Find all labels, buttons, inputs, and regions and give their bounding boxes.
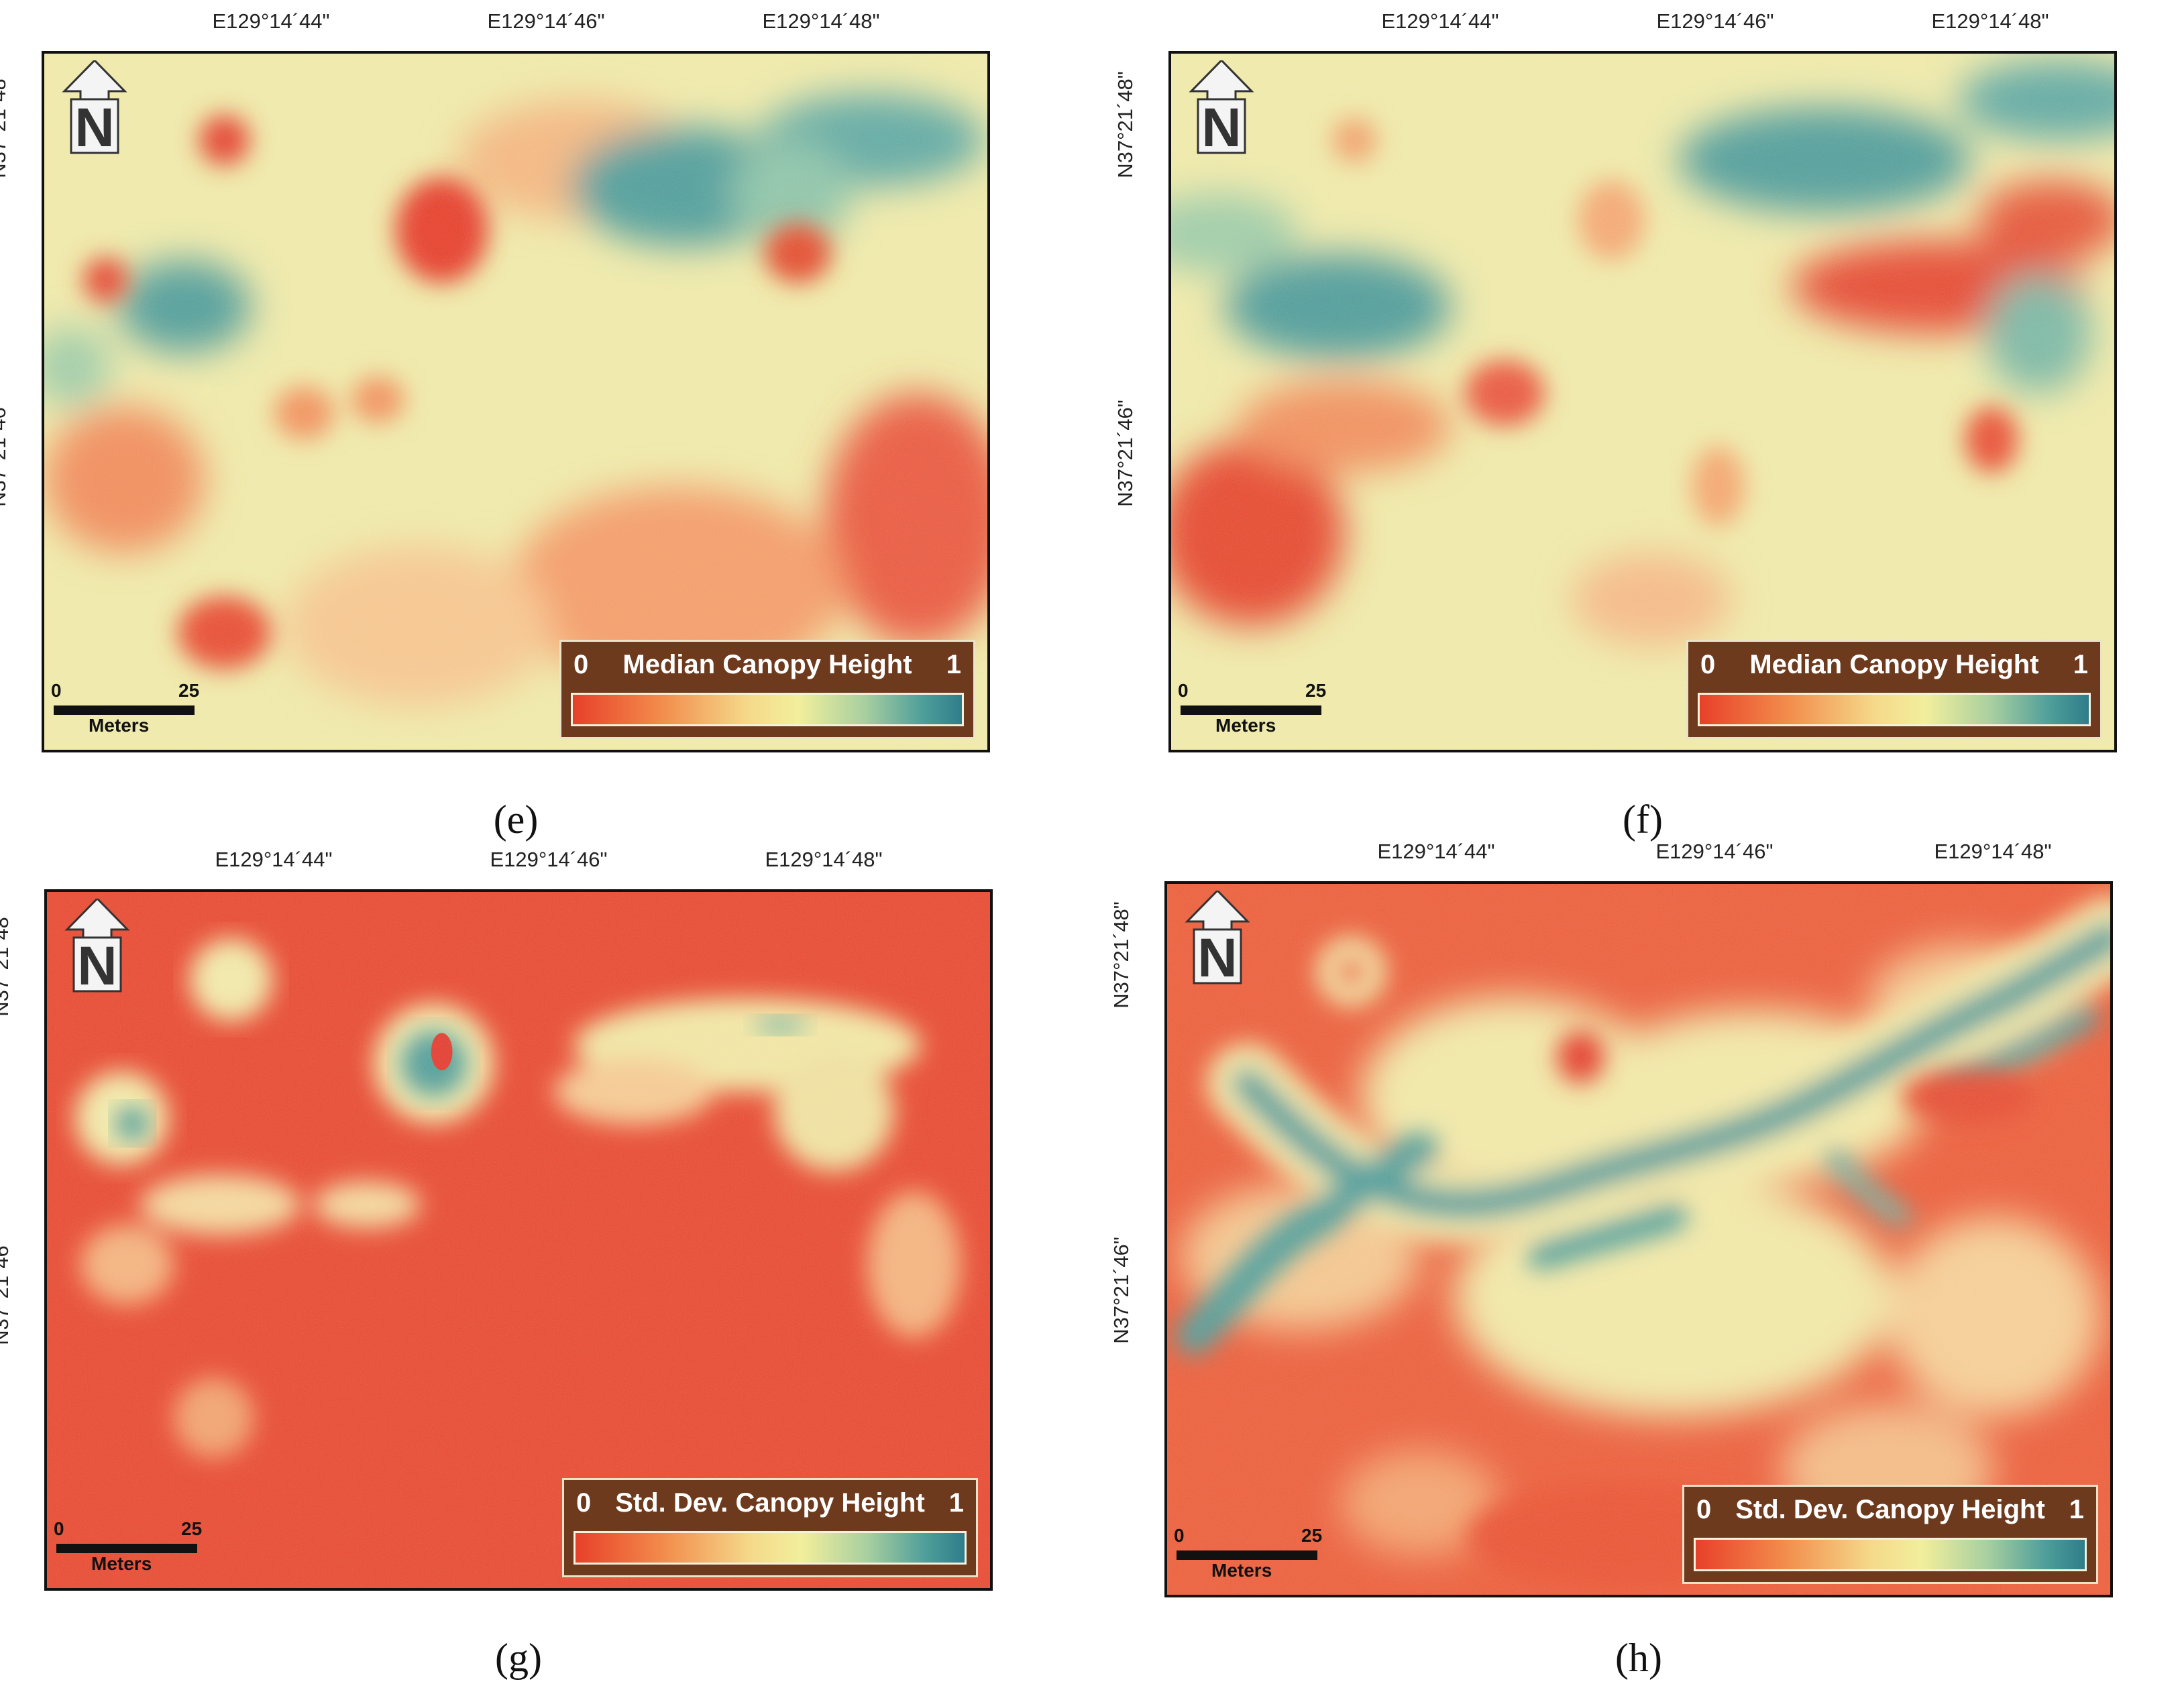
north-arrow-icon: N — [60, 899, 134, 994]
legend-title: Median Canopy Height — [1749, 650, 2039, 679]
latitude-label: N37°21´48" — [0, 71, 10, 178]
latitude-label: N37°21´48" — [1113, 71, 1137, 178]
scale-zero-label: 0 — [1174, 1525, 1185, 1546]
longitude-label: E129°14´48" — [765, 848, 883, 871]
legend-color-ramp — [574, 1531, 967, 1565]
map-panel-g: E129°14´44" E129°14´46" E129°14´48" N37°… — [0, 848, 1050, 1694]
scale-max-label: 25 — [181, 1518, 203, 1539]
panel-caption: (f) — [1623, 797, 1663, 842]
scale-bar: 0 25 Meters — [1174, 1525, 1335, 1585]
legend-min-label: 0 — [574, 650, 589, 679]
scale-bar: 0 25 Meters — [54, 1518, 215, 1579]
legend-min-label: 0 — [576, 1488, 592, 1518]
scale-zero-label: 0 — [51, 680, 62, 701]
panel-caption: (g) — [495, 1636, 542, 1680]
longitude-label: E129°14´44" — [1381, 9, 1499, 33]
svg-text:N: N — [1201, 97, 1241, 156]
scale-zero-label: 0 — [1178, 680, 1189, 701]
scale-bar: 0 25 Meters — [1178, 680, 1339, 740]
canopy-raster — [1171, 54, 2114, 750]
legend-max-label: 1 — [2069, 1495, 2084, 1524]
scale-bar-line — [1181, 705, 1321, 715]
canopy-raster — [47, 892, 990, 1588]
latitude-label: N37°21´48" — [1109, 901, 1133, 1009]
latitude-label: N37°21´46" — [1113, 400, 1137, 507]
scale-bar: 0 25 Meters — [51, 680, 212, 740]
north-arrow-icon: N — [58, 60, 131, 156]
canopy-raster — [44, 54, 987, 750]
scale-unit-label: Meters — [1215, 715, 1276, 736]
color-legend: 0 Std. Dev. Canopy Height 1 — [562, 1478, 978, 1577]
color-legend: 0 Std. Dev. Canopy Height 1 — [1682, 1485, 2098, 1584]
map-panel-f: E129°14´44" E129°14´46" E129°14´48" N37°… — [1113, 9, 2175, 856]
longitude-label: E129°14´44" — [212, 9, 330, 33]
scale-max-label: 25 — [1301, 1525, 1323, 1546]
longitude-label: E129°14´48" — [1934, 840, 2052, 863]
canopy-raster — [1167, 884, 2110, 1595]
longitude-label: E129°14´46" — [1655, 840, 1773, 863]
legend-min-label: 0 — [1696, 1495, 1712, 1524]
legend-color-ramp — [1694, 1538, 2087, 1571]
scale-bar-line — [56, 1544, 197, 1553]
longitude-label: E129°14´44" — [1377, 840, 1495, 863]
legend-title: Median Canopy Height — [622, 650, 912, 679]
panel-caption: (h) — [1615, 1636, 1662, 1680]
latitude-label: N37°21´46" — [0, 400, 10, 507]
longitude-label: E129°14´44" — [215, 848, 333, 871]
scale-bar-line — [1177, 1550, 1317, 1560]
legend-max-label: 1 — [946, 650, 961, 679]
raster-map: N 0 25 Meters 0 Median Canopy Height 1 — [1168, 51, 2117, 752]
legend-min-label: 0 — [1700, 650, 1716, 679]
latitude-label: N37°21´46" — [0, 1238, 13, 1345]
north-arrow-icon: N — [1181, 891, 1254, 986]
longitude-label: E129°14´48" — [762, 9, 880, 33]
scale-unit-label: Meters — [89, 715, 150, 736]
map-panel-e: E129°14´44" E129°14´46" E129°14´48" N37°… — [0, 9, 1048, 856]
longitude-label: E129°14´46" — [490, 848, 608, 871]
legend-title: Std. Dev. Canopy Height — [1735, 1495, 2045, 1524]
legend-title: Std. Dev. Canopy Height — [615, 1488, 925, 1518]
raster-map: N 0 25 Meters 0 Std. Dev. Canopy Height … — [44, 889, 993, 1591]
north-arrow-icon: N — [1185, 60, 1258, 156]
longitude-label: E129°14´46" — [487, 9, 605, 33]
raster-map: N 0 25 Meters 0 Std. Dev. Canopy Height … — [1164, 881, 2113, 1597]
map-panel-h: E129°14´44" E129°14´46" E129°14´48" N37°… — [1109, 840, 2171, 1686]
legend-max-label: 1 — [948, 1488, 964, 1518]
svg-text:N: N — [74, 97, 114, 156]
legend-max-label: 1 — [2073, 650, 2088, 679]
scale-unit-label: Meters — [1211, 1560, 1272, 1581]
latitude-label: N37°21´46" — [1109, 1237, 1133, 1344]
latitude-label: N37°21´48" — [0, 909, 13, 1017]
svg-text:N: N — [77, 936, 117, 994]
color-legend: 0 Median Canopy Height 1 — [559, 640, 975, 739]
scale-max-label: 25 — [178, 680, 200, 701]
scale-unit-label: Meters — [91, 1553, 152, 1574]
scale-bar-line — [54, 705, 195, 715]
longitude-label: E129°14´48" — [1931, 9, 2049, 33]
longitude-label: E129°14´46" — [1656, 9, 1774, 33]
panel-caption: (e) — [493, 797, 539, 842]
color-legend: 0 Median Canopy Height 1 — [1686, 640, 2102, 739]
svg-text:N: N — [1197, 927, 1237, 986]
scale-max-label: 25 — [1305, 680, 1327, 701]
legend-color-ramp — [571, 693, 964, 726]
legend-color-ramp — [1698, 693, 2091, 726]
raster-map: N 0 25 Meters 0 Median Canopy Height 1 — [42, 51, 990, 752]
scale-zero-label: 0 — [54, 1518, 64, 1539]
